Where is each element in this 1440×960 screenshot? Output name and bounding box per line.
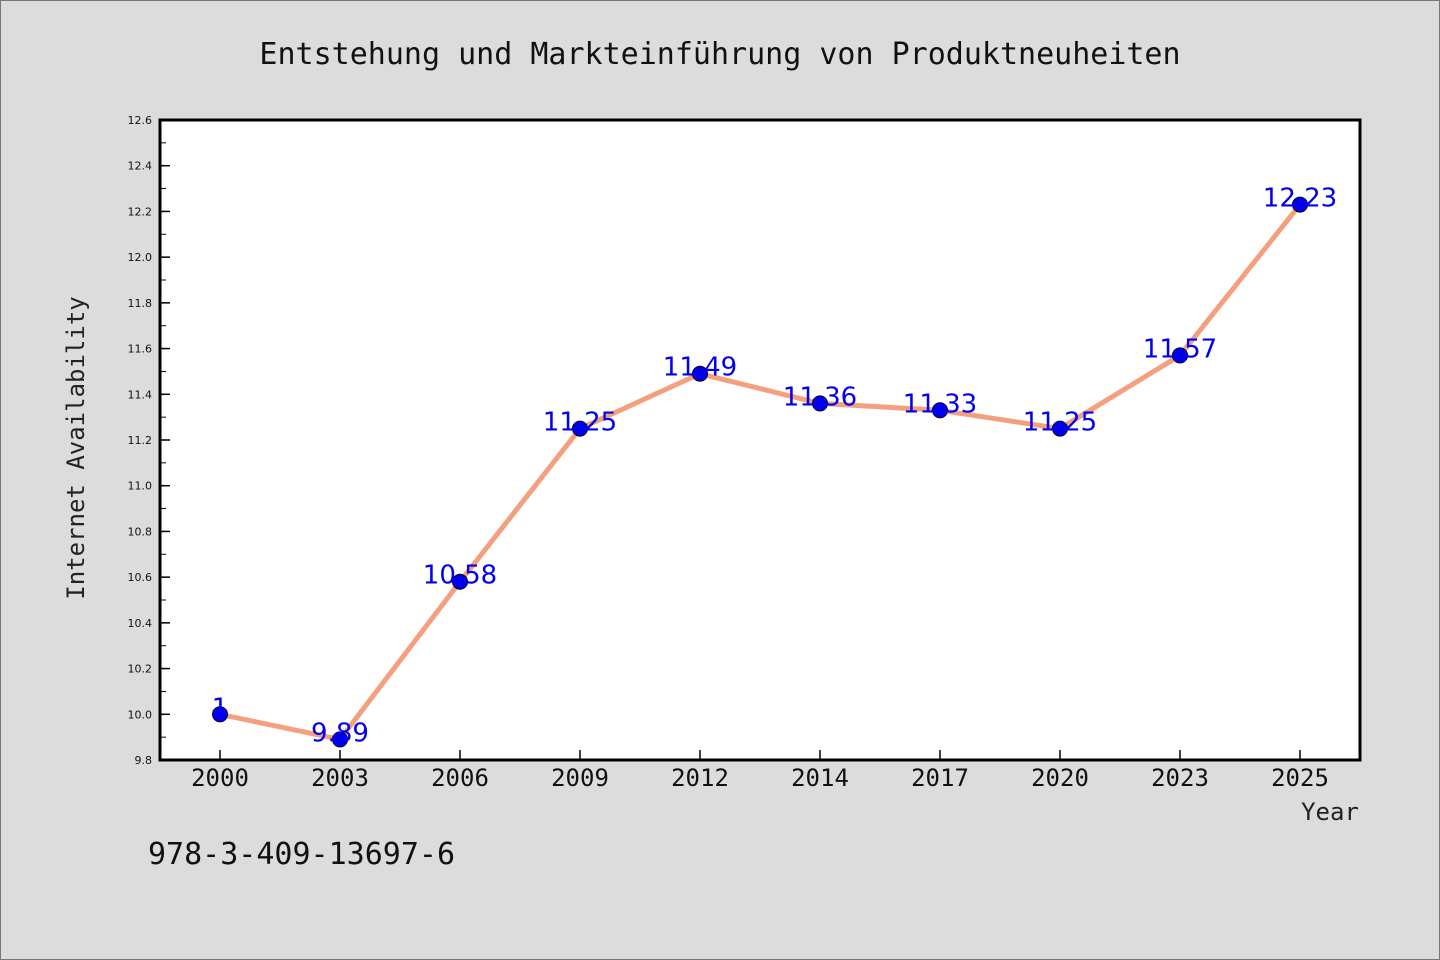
x-axis-ticks: 2000 2003 2006 2009 2012 2014 2017 2020 2023 2025 [191, 750, 1329, 792]
data-label-2003: 9.89 [311, 718, 369, 748]
y-tick-label-7: 11.2 [128, 434, 153, 447]
y-tick-label-3: 10.4 [128, 617, 153, 630]
isbn-text: 978-3-409-13697-6 [148, 837, 455, 872]
y-tick-label-6: 11.0 [128, 480, 153, 493]
data-point-2009 [572, 420, 588, 437]
y-axis-ticks: 9.8 10.0 10.2 10.4 10.6 10.8 11.0 11.2 11.4 11.6 1… [128, 114, 170, 767]
data-point-2023 [1172, 347, 1188, 364]
data-point-2003 [332, 731, 348, 748]
data-label-2025: 12.23 [1263, 184, 1337, 214]
y-tick-label-10: 11.8 [128, 297, 153, 310]
y-tick-label-12: 12.2 [128, 205, 153, 218]
data-label-2017: 11.33 [903, 389, 977, 419]
data-point-2025 [1292, 196, 1308, 213]
data-point-2006 [452, 573, 468, 590]
x-tick-label-6: 2017 [911, 764, 969, 792]
plot-frame [158, 118, 1362, 762]
data-label-2020: 11.25 [1023, 408, 1097, 438]
x-tick-label-7: 2020 [1031, 764, 1089, 792]
data-point-2014 [812, 395, 828, 412]
y-tick-label-5: 10.8 [128, 525, 153, 538]
y-tick-label-0: 9.8 [135, 754, 153, 767]
plot-area [160, 120, 1360, 760]
x-tick-label-8: 2023 [1151, 764, 1209, 792]
y-tick-label-1: 10.0 [128, 708, 153, 721]
x-tick-label-4: 2012 [671, 764, 729, 792]
data-label-2014: 11.36 [783, 382, 857, 412]
y-tick-label-9: 11.6 [128, 343, 153, 356]
data-label-2000: 1 [212, 693, 229, 723]
x-tick-label-2: 2006 [431, 764, 489, 792]
data-label-2023: 11.57 [1143, 334, 1217, 364]
data-label-2012: 11.49 [663, 353, 737, 383]
data-point-2000 [212, 706, 228, 723]
y-tick-label-2: 10.2 [128, 663, 153, 676]
series-line [217, 202, 1303, 742]
x-tick-label-1: 2003 [311, 764, 369, 792]
x-tick-label-5: 2014 [791, 764, 849, 792]
chart-title: Entstehung und Markteinführung von Produ… [259, 37, 1180, 72]
y-tick-label-14: 12.6 [128, 114, 153, 127]
data-point-2017 [932, 402, 948, 419]
y-axis-label: Internet Availability [62, 296, 90, 599]
y-tick-label-8: 11.4 [128, 388, 153, 401]
data-point-2020 [1052, 420, 1068, 437]
data-markers [212, 196, 1308, 748]
y-tick-label-13: 12.4 [128, 160, 153, 173]
y-tick-label-4: 10.6 [128, 571, 153, 584]
x-tick-label-9: 2025 [1271, 764, 1329, 792]
data-point-2012 [692, 365, 708, 382]
data-labels: 1 9.89 10.58 11.25 11.49 11.36 11.33 11.25 11.57… [212, 184, 1337, 749]
x-tick-label-0: 2000 [191, 764, 249, 792]
x-tick-label-3: 2009 [551, 764, 609, 792]
data-label-2009: 11.25 [543, 408, 617, 438]
y-tick-label-11: 12.0 [128, 251, 153, 264]
x-axis-label: Year [1301, 798, 1359, 826]
data-label-2006: 10.58 [423, 561, 497, 591]
